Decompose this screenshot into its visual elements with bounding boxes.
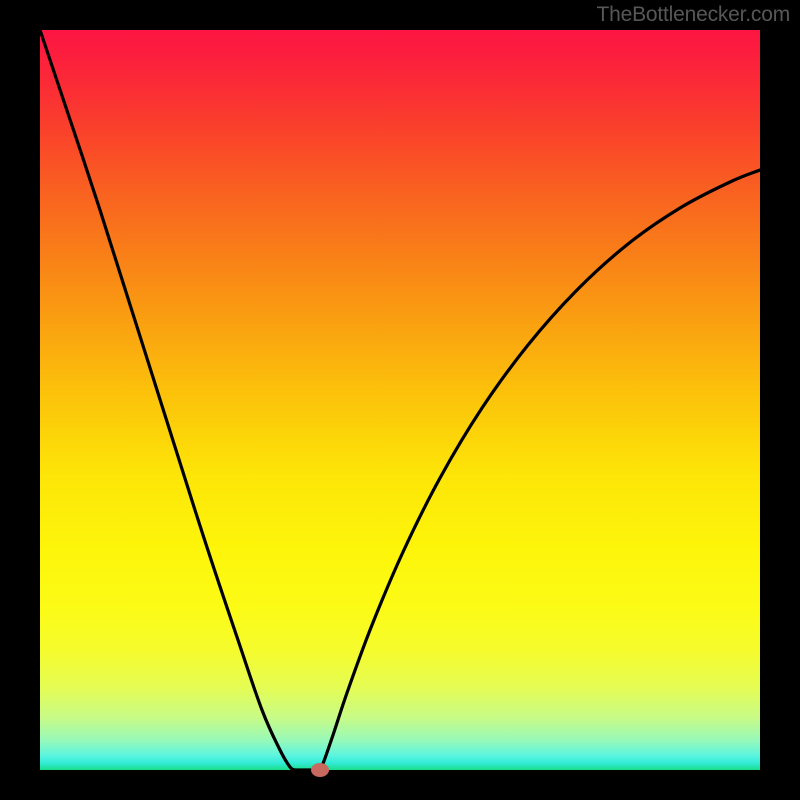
watermark-text: TheBottlenecker.com: [597, 3, 790, 27]
plot-area: [40, 30, 760, 770]
optimal-point-marker: [311, 763, 329, 777]
